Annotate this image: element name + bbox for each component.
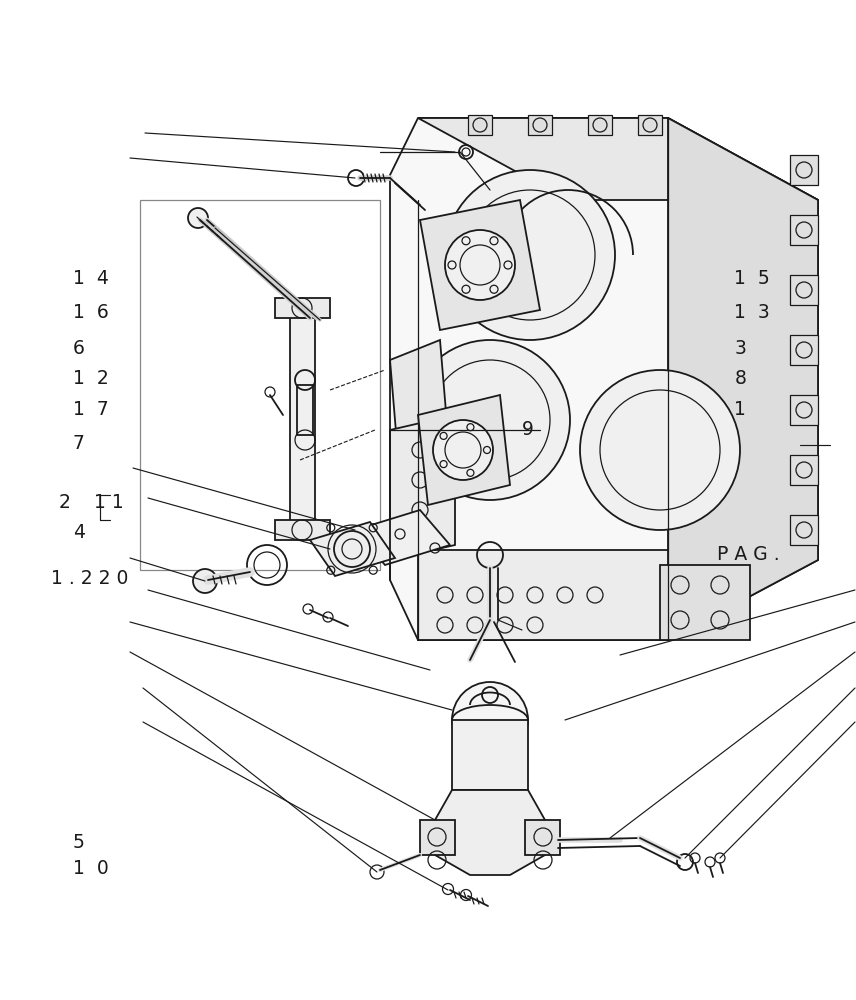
Polygon shape — [390, 340, 450, 480]
Polygon shape — [297, 385, 313, 435]
Polygon shape — [275, 520, 330, 540]
Text: 1: 1 — [734, 400, 746, 419]
Circle shape — [188, 208, 208, 228]
Circle shape — [433, 420, 493, 480]
Polygon shape — [435, 790, 545, 875]
Text: 9: 9 — [522, 420, 534, 439]
Circle shape — [452, 682, 528, 758]
Text: 1  6: 1 6 — [73, 304, 109, 322]
Text: 3: 3 — [734, 338, 746, 358]
Text: 1  2: 1 2 — [73, 368, 109, 387]
Bar — [790, 335, 818, 365]
Text: 7: 7 — [73, 434, 85, 453]
Bar — [418, 550, 668, 640]
Text: 1  4: 1 4 — [73, 268, 109, 288]
Bar — [468, 115, 492, 135]
Polygon shape — [525, 820, 560, 855]
Text: 1  3: 1 3 — [734, 304, 770, 322]
Circle shape — [445, 170, 615, 340]
Text: 1 . 2 2 0: 1 . 2 2 0 — [51, 568, 128, 587]
Circle shape — [445, 230, 515, 300]
Circle shape — [193, 569, 217, 593]
Circle shape — [410, 340, 570, 500]
Text: 5: 5 — [73, 833, 85, 852]
Text: 8: 8 — [734, 368, 746, 387]
Text: 2: 2 — [58, 493, 70, 512]
Text: 4: 4 — [73, 524, 85, 542]
Polygon shape — [390, 415, 455, 560]
Circle shape — [580, 370, 740, 530]
Bar — [790, 275, 818, 305]
Bar — [588, 115, 612, 135]
Polygon shape — [668, 118, 818, 640]
Polygon shape — [418, 118, 818, 200]
Polygon shape — [275, 298, 330, 318]
Polygon shape — [290, 310, 315, 530]
Polygon shape — [310, 522, 395, 576]
Bar — [638, 115, 662, 135]
Polygon shape — [418, 395, 510, 505]
Text: 1  0: 1 0 — [73, 858, 109, 878]
Polygon shape — [420, 820, 455, 855]
Bar — [790, 515, 818, 545]
Bar — [528, 115, 552, 135]
Text: P A G .: P A G . — [717, 546, 780, 564]
Bar — [452, 720, 528, 790]
Bar — [790, 155, 818, 185]
Bar — [790, 455, 818, 485]
Text: 1 1: 1 1 — [94, 493, 124, 512]
Text: 6: 6 — [73, 338, 85, 358]
Text: 1  7: 1 7 — [73, 400, 109, 419]
Bar — [790, 215, 818, 245]
Polygon shape — [355, 510, 450, 565]
Polygon shape — [420, 200, 540, 330]
Polygon shape — [390, 118, 818, 640]
Text: 1  5: 1 5 — [734, 268, 770, 288]
Bar — [790, 395, 818, 425]
Bar — [660, 565, 750, 640]
